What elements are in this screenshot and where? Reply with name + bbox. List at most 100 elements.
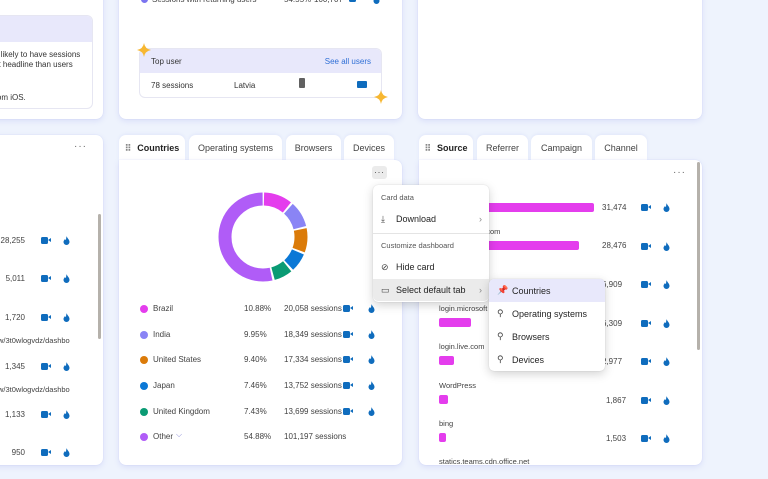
row-actions [41,410,70,419]
video-icon[interactable] [41,314,51,321]
chevron-down-icon[interactable]: ⌵ [176,430,183,439]
submenu-item-countries[interactable]: 📌 Countries [489,279,605,302]
drag-handle-icon[interactable]: ⠿ [424,142,431,153]
flame-icon[interactable] [368,381,375,390]
legend-row-brazil[interactable]: Brazil 10.88% 20,058 sessions [140,303,390,317]
tab-icon: ▭ [381,284,390,295]
video-icon[interactable] [41,237,51,244]
tab-source[interactable]: ⠿ Source [419,135,473,161]
flame-icon[interactable] [663,434,670,443]
flame-icon[interactable] [663,396,670,405]
video-icon[interactable] [343,382,353,389]
legend-dot [140,331,148,339]
row-actions [641,203,670,212]
flame-icon[interactable] [368,407,375,416]
video-icon[interactable] [41,411,51,418]
menu-item-hide-card[interactable]: ⊘ Hide card [381,261,435,273]
video-icon[interactable] [349,0,359,2]
row-actions [641,280,670,289]
flame-icon[interactable] [663,319,670,328]
flame-icon[interactable] [63,448,70,457]
menu-item-select-default-tab[interactable]: ▭ Select default tab › [373,279,489,301]
flame-icon[interactable] [63,236,70,245]
row-actions [641,357,670,366]
row-actions [641,396,670,405]
submenu-item-browsers[interactable]: ⚲ Browsers [497,331,550,342]
flame-icon[interactable] [663,242,670,251]
video-icon[interactable] [41,363,51,370]
video-icon[interactable] [641,281,651,288]
menu-section-customize: Customize dashboard [381,241,454,250]
segment-other[interactable] [218,192,308,282]
legend-row-india[interactable]: India 9.95% 18,349 sessions [140,329,390,343]
legend-dot [140,305,148,313]
row-label: w/3t0wlogvdz/dashbo [0,336,70,345]
source-label: login.live.com [439,342,485,351]
video-icon[interactable] [641,204,651,211]
legend-row-returning: Sessions with returning users 54.55% 100… [141,0,391,5]
more-options-button[interactable]: ··· [74,141,87,152]
video-icon[interactable] [641,243,651,250]
tab-operating-systems[interactable]: Operating systems [189,135,282,161]
flame-icon[interactable] [63,274,70,283]
flame-icon[interactable] [368,330,375,339]
video-icon[interactable] [641,397,651,404]
pin-icon: ⚲ [497,308,504,318]
flame-icon[interactable] [63,410,70,419]
tab-browsers[interactable]: Browsers [286,135,341,161]
scrollbar[interactable] [98,214,101,339]
scrollbar[interactable] [697,162,700,350]
sparkle-icon [137,43,151,57]
video-icon[interactable] [641,358,651,365]
phone-icon [299,78,305,88]
flame-icon[interactable] [368,355,375,364]
video-icon[interactable] [641,435,651,442]
tab-devices[interactable]: Devices [344,135,394,161]
legend-value: 100,707 [314,0,343,4]
video-icon[interactable] [343,356,353,363]
source-label: bing [439,419,454,428]
row-value: 1,345 [4,362,25,371]
legend-row-united-kingdom[interactable]: United Kingdom 7.43% 13,699 sessions [140,406,390,420]
tab-channel[interactable]: Channel [595,135,647,161]
menu-item-download[interactable]: ⤓ Download › [381,213,482,225]
tab-referrer[interactable]: Referrer [477,135,528,161]
video-icon[interactable] [641,320,651,327]
legend-row-united-states[interactable]: United States 9.40% 17,334 sessions [140,354,390,368]
segment-united-states[interactable] [218,192,308,282]
contact-card-icon[interactable] [357,81,367,88]
video-icon[interactable] [41,275,51,282]
flame-icon[interactable] [663,357,670,366]
flame-icon[interactable] [663,203,670,212]
legend-pct: 54.55% [284,0,311,4]
insight-line: at headline than users [0,60,73,69]
tab-countries[interactable]: ⠿ Countries [119,135,185,161]
row-value: 28,255 [0,236,25,245]
flame-icon[interactable] [368,304,375,313]
top-user-country: Latvia [234,81,256,90]
video-icon[interactable] [343,408,353,415]
submenu-item-operating-systems[interactable]: ⚲ Operating systems [497,308,588,319]
flame-icon[interactable] [373,0,380,4]
source-value: 1,867 [606,396,627,405]
flame-icon[interactable] [63,313,70,322]
legend-dot [141,0,148,3]
video-icon[interactable] [343,305,353,312]
submenu-item-devices[interactable]: ⚲ Devices [497,354,545,365]
legend-row-japan[interactable]: Japan 7.46% 13,752 sessions [140,380,390,394]
more-options-button[interactable]: ··· [372,166,387,179]
flame-icon[interactable] [63,362,70,371]
more-options-button[interactable]: ··· [673,167,686,178]
row-actions [41,236,70,245]
tab-campaign[interactable]: Campaign [531,135,592,161]
insight-line: from iOS. [0,93,26,102]
video-icon[interactable] [343,331,353,338]
see-all-users-link[interactable]: See all users [324,57,371,66]
legend-row-other[interactable]: Other ⌵ 54.88% 101,197 sessions [140,430,390,445]
flame-icon[interactable] [663,280,670,289]
legend-dot [140,433,148,441]
source-value: 28,476 [602,241,627,250]
drag-handle-icon[interactable]: ⠿ [124,142,132,153]
video-icon[interactable] [41,449,51,456]
row-value: 1,720 [4,313,25,322]
